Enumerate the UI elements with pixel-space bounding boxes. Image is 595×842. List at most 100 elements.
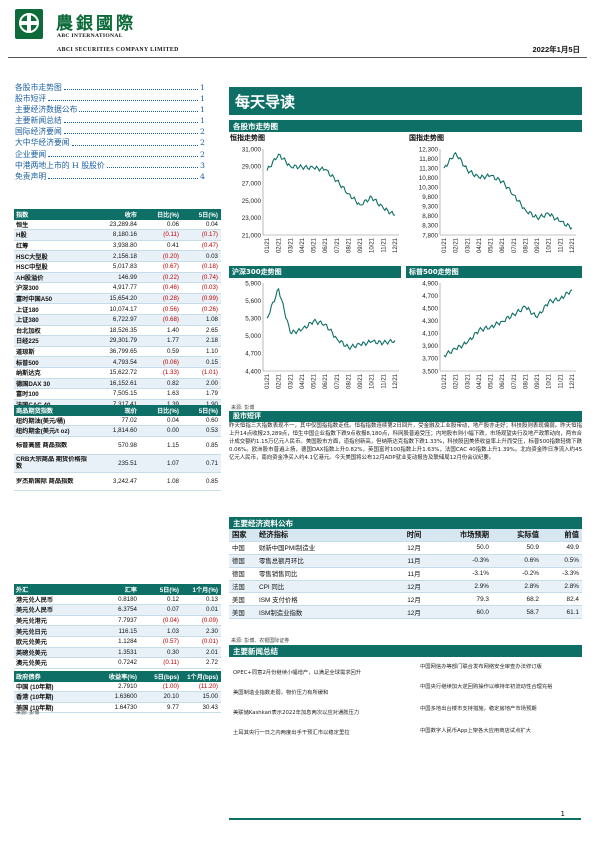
table-cell: 10,074.17 xyxy=(109,305,137,313)
brand-name-chinese: 農銀國際 xyxy=(56,14,136,34)
charts-section-header: 各股市走势图 xyxy=(229,120,582,132)
econ-column-header: 前值 xyxy=(564,529,579,539)
x-tick-label: 10/21 xyxy=(547,373,553,389)
toc-item[interactable]: 国际经济要闻 2 xyxy=(15,126,205,137)
series-line xyxy=(443,289,573,358)
table-cell: 1.39 xyxy=(137,401,179,408)
y-tick-label: 9,300 xyxy=(422,204,438,211)
table-cell: 1,814.60 xyxy=(112,427,137,435)
x-tick-label: 03/21 xyxy=(465,237,471,253)
y-tick-label: 21,000 xyxy=(242,232,262,239)
x-tick-label: 07/21 xyxy=(335,373,341,389)
commodity-table: 商品期货指数 现价 日比(%) 5日(%) 纽约期油(美元/桶) 77.02 0.04 0.6… xyxy=(14,405,221,491)
table-row: HSC大型股 2,156.18 (0.20) 0.03 xyxy=(14,251,221,262)
table-cell: 港元兑人民币 xyxy=(16,596,54,604)
x-tick-label: 05/21 xyxy=(312,237,318,253)
x-tick-label: 12/21 xyxy=(570,237,576,253)
toc-item[interactable]: 主要经济数据公布 1 xyxy=(15,104,205,115)
table-cell: 恒生 xyxy=(16,221,29,229)
x-tick-label: 08/21 xyxy=(346,237,352,253)
econ-cell: 2.9% xyxy=(474,583,489,590)
econ-cell: 零售销售同比 xyxy=(259,571,298,579)
toc-item[interactable]: 主要新闻总结 1 xyxy=(15,115,205,126)
table-cell: 标普高盛 商品指数 xyxy=(16,441,68,449)
table-cell: 富时100 xyxy=(16,391,39,399)
x-tick-label: 03/21 xyxy=(288,237,294,253)
toc-item[interactable]: 股市短评 1 xyxy=(15,93,205,104)
table-cell: 德国DAX 30 xyxy=(16,380,51,388)
x-tick-label: 06/21 xyxy=(500,373,506,389)
y-tick-label: 5,900 xyxy=(245,280,261,287)
table-cell: 1.63 xyxy=(166,390,179,398)
table-cell: (0.26) xyxy=(201,305,218,313)
table-cell: (0.18) xyxy=(201,263,218,271)
table-row: CRB大宗商品 期货价格指数 235.51 1.07 0.71 xyxy=(14,454,221,473)
chart-title-spx: 标普500走势图 xyxy=(406,266,582,278)
table-cell: 77.02 xyxy=(121,416,137,424)
y-tick-label: 5,300 xyxy=(245,316,261,323)
table-cell: 0.13 xyxy=(205,595,218,603)
toc-item-title: 免责声明 xyxy=(15,171,47,181)
table-cell: 红筹 xyxy=(16,243,29,251)
table-cell: 1.77 xyxy=(166,337,179,345)
table-row: 纽约期金(美元/t oz) 1,814.60 0.00 0.53 xyxy=(14,426,221,437)
x-tick-label: 09/21 xyxy=(358,373,364,389)
econ-cell: 50.9 xyxy=(526,544,539,552)
econ-column-header: 国家 xyxy=(232,529,247,539)
econ-cell: 2.8% xyxy=(564,583,579,590)
table-cell: (0.67) xyxy=(162,263,179,271)
x-tick-label: 06/21 xyxy=(323,237,329,253)
y-tick-label: 4,700 xyxy=(245,351,261,358)
econ-cell: 美国 xyxy=(232,596,245,604)
table-row: 日经225 29,301.79 1.77 2.18 xyxy=(14,336,221,347)
econ-cell: CPI 同比 xyxy=(259,584,285,591)
table-cell: (0.01) xyxy=(201,638,218,646)
table-row: 美元兑港元 7.7937 (0.04) (0.09) xyxy=(14,616,221,627)
company-logo xyxy=(14,8,44,40)
header-divider xyxy=(8,57,587,58)
econ-cell: 中国 xyxy=(232,545,245,553)
toc-item[interactable]: 中港两地上市的 H 股股价 3 xyxy=(15,160,205,171)
x-tick-label: 01/21 xyxy=(442,237,448,253)
table-row: 恒生 23,289.84 0.06 0.04 xyxy=(14,220,221,231)
commentary-section-header: 股市短评 xyxy=(229,411,582,422)
table-row: 富时中国A50 15,654.20 (0.28) (0.99) xyxy=(14,293,221,305)
table-cell: 0.03 xyxy=(205,252,218,260)
econ-cell: 11月 xyxy=(407,558,421,566)
table-cell: 3,938.80 xyxy=(112,242,137,250)
x-tick-label: 09/21 xyxy=(535,373,541,389)
toc-item[interactable]: 各股市走势图 1 xyxy=(15,82,205,93)
toc-item[interactable]: 企业要闻 2 xyxy=(15,149,205,160)
table-row: 标普500 4,793.54 (0.06) 0.15 xyxy=(14,357,221,368)
x-tick-label: 10/21 xyxy=(370,373,376,389)
table-cell: 30.43 xyxy=(202,704,218,712)
table-cell: 4,793.54 xyxy=(112,358,137,366)
column-header: 日比(%) xyxy=(157,211,179,219)
table-row: 上证380 6,722.97 (0.68) 1.08 xyxy=(14,314,221,326)
table-row: 香港 (10年期) 1.63600 20.10 15.00 xyxy=(14,692,221,703)
table-cell: (1.33) xyxy=(162,369,179,377)
table-cell: 29,301.79 xyxy=(109,337,137,345)
table-cell: (0.57) xyxy=(162,638,179,646)
x-tick-label: 11/21 xyxy=(381,373,387,388)
table-row: 标普高盛 商品指数 570.98 1.15 0.85 xyxy=(14,437,221,455)
toc-item[interactable]: 免责声明 4 xyxy=(15,171,205,182)
toc-leader xyxy=(79,104,199,113)
table-cell: 7.7937 xyxy=(118,617,137,625)
table-cell: (0.22) xyxy=(162,273,179,281)
econ-column-header: 经济指标 xyxy=(259,529,289,539)
toc-leader xyxy=(48,93,199,102)
fx-table: 外汇 汇率 5日(%) 1个月(%) 港元兑人民币 0.8180 0.12 0.13 美元兑人民… xyxy=(14,584,221,669)
toc-item[interactable]: 大中华经济要闻 2 xyxy=(15,137,205,148)
table-cell: 2.30 xyxy=(205,627,218,635)
x-tick-label: 06/21 xyxy=(323,373,329,389)
table-cell: 0.07 xyxy=(166,606,179,614)
toc-item-page: 2 xyxy=(200,149,205,159)
x-tick-label: 08/21 xyxy=(523,237,529,253)
table-cell: 0.30 xyxy=(166,648,179,656)
table-cell: 罗杰斯国际 商品指数 xyxy=(16,477,74,485)
toc-leader xyxy=(63,115,199,124)
table-cell: 1.10 xyxy=(205,348,218,356)
table-row: 德国DAX 30 16,152.61 0.82 2.00 xyxy=(14,378,221,390)
table-cell: 570.98 xyxy=(118,441,137,449)
